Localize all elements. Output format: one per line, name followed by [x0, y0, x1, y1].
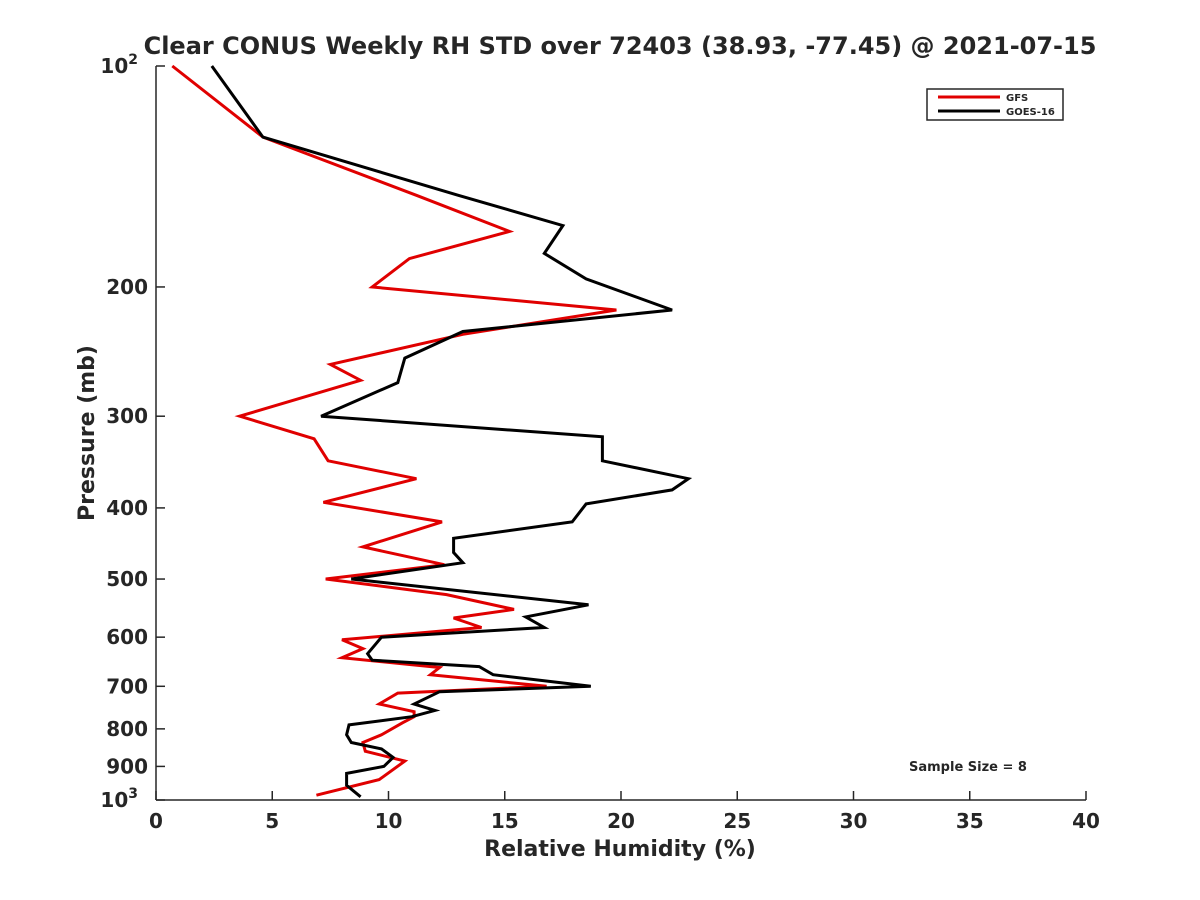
- y-tick-label: 600: [106, 625, 148, 649]
- y-tick-label: 103: [100, 786, 138, 812]
- y-tick-label: 400: [106, 496, 148, 520]
- x-tick-label: 35: [956, 809, 984, 833]
- y-tick-label: 200: [106, 275, 148, 299]
- sample-size-annotation: Sample Size = 8: [909, 760, 1027, 775]
- y-tick-label: 102: [100, 52, 138, 78]
- y-tick-label: 500: [106, 567, 148, 591]
- x-tick-label: 20: [607, 809, 635, 833]
- x-tick-label: 5: [265, 809, 279, 833]
- x-tick-label: 10: [375, 809, 403, 833]
- y-tick-label: 700: [106, 674, 148, 698]
- y-axis: 102 200 300 400 500 600 700 800 900 103: [100, 52, 165, 812]
- x-tick-label: 40: [1072, 809, 1100, 833]
- series-group: [171, 64, 693, 798]
- y-tick-label: 300: [106, 404, 148, 428]
- x-tick-label: 0: [149, 809, 163, 833]
- y-tick-label: 800: [106, 717, 148, 741]
- legend-label-goes16: GOES-16: [1006, 107, 1055, 118]
- legend: GFS GOES-16: [926, 88, 1064, 121]
- series-line-goes16: [210, 65, 693, 798]
- legend-label-gfs: GFS: [1006, 93, 1028, 104]
- y-tick-label: 900: [106, 754, 148, 778]
- x-tick-label: 25: [723, 809, 751, 833]
- x-axis-label: Relative Humidity (%): [484, 837, 756, 862]
- x-axis: 0 5 10 15 20 25 30 35 40: [149, 791, 1100, 833]
- x-tick-label: 30: [840, 809, 868, 833]
- chart-title: Clear CONUS Weekly RH STD over 72403 (38…: [144, 32, 1097, 60]
- y-axis-label: Pressure (mb): [75, 345, 100, 521]
- x-tick-label: 15: [491, 809, 519, 833]
- legend-box: [926, 88, 1064, 121]
